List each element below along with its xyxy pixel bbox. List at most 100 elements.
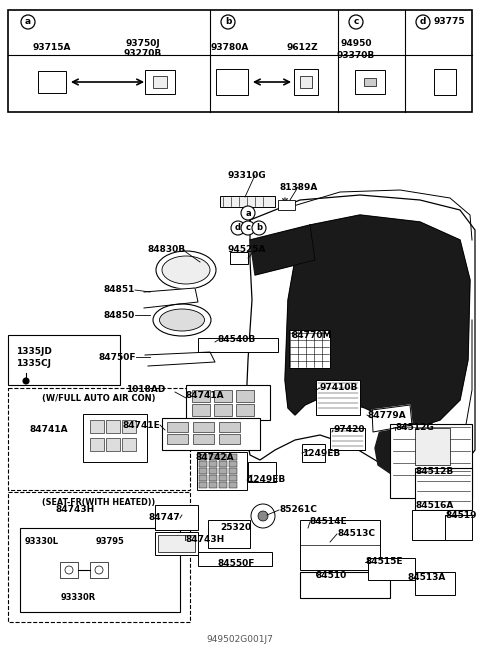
Bar [199, 482, 207, 488]
Bar [199, 454, 207, 460]
Circle shape [231, 221, 245, 235]
Bar [186, 385, 270, 420]
Ellipse shape [162, 256, 210, 284]
Bar [8, 335, 120, 385]
Bar [236, 404, 254, 416]
Bar [230, 252, 248, 264]
Bar [229, 482, 237, 488]
Bar [192, 390, 210, 402]
Text: d: d [235, 224, 241, 232]
Bar [155, 532, 198, 555]
Bar [122, 438, 136, 451]
Bar [300, 76, 312, 88]
Circle shape [95, 566, 103, 574]
Text: 84510: 84510 [316, 571, 347, 579]
Bar [192, 404, 210, 416]
Bar [199, 468, 207, 474]
Circle shape [241, 206, 255, 220]
Text: (SEAT-FR(WITH HEATED)): (SEAT-FR(WITH HEATED)) [42, 497, 156, 506]
Bar [106, 438, 120, 451]
Text: 93330R: 93330R [60, 594, 96, 602]
Bar [214, 390, 232, 402]
Text: b: b [256, 224, 262, 232]
Bar [219, 475, 227, 481]
Text: 93310G: 93310G [228, 171, 266, 180]
Polygon shape [250, 225, 315, 275]
Bar [278, 200, 295, 210]
Bar [355, 70, 385, 94]
Bar [193, 422, 214, 432]
Polygon shape [144, 288, 198, 308]
Bar [167, 422, 188, 432]
Text: 84770M: 84770M [292, 331, 333, 340]
Text: 84513C: 84513C [337, 529, 375, 539]
Bar [209, 482, 217, 488]
Circle shape [258, 511, 268, 521]
Bar [198, 338, 278, 352]
Bar [209, 468, 217, 474]
Bar [83, 414, 147, 462]
Bar [300, 572, 390, 598]
Bar [294, 69, 318, 95]
Text: 25320: 25320 [220, 522, 251, 531]
Bar [216, 69, 248, 95]
Polygon shape [372, 405, 412, 432]
Text: 84513A: 84513A [408, 573, 446, 583]
Text: c: c [353, 18, 359, 26]
Bar [330, 428, 365, 450]
Bar [219, 468, 227, 474]
Text: 84743H: 84743H [185, 535, 224, 544]
Bar [248, 462, 276, 482]
Bar [197, 452, 247, 490]
Text: 93780A: 93780A [211, 43, 249, 52]
Bar [364, 78, 376, 86]
Bar [90, 420, 104, 433]
Text: 1018AD: 1018AD [126, 386, 165, 394]
Bar [122, 420, 136, 433]
Bar [214, 404, 232, 416]
Text: 84519: 84519 [445, 510, 477, 520]
Circle shape [221, 15, 235, 29]
Text: 97410B: 97410B [320, 384, 359, 392]
Text: 93795: 93795 [96, 537, 124, 546]
Text: 84540B: 84540B [218, 335, 256, 344]
Bar [153, 76, 167, 88]
Text: 84512G: 84512G [395, 422, 434, 432]
Text: 93330L: 93330L [25, 537, 59, 546]
Bar [289, 330, 330, 368]
Bar [229, 475, 237, 481]
Text: 84779A: 84779A [367, 411, 406, 419]
Circle shape [251, 504, 275, 528]
Text: 94950: 94950 [340, 39, 372, 49]
Bar [316, 380, 360, 415]
Bar [209, 475, 217, 481]
Text: 1249EB: 1249EB [247, 476, 285, 485]
Bar [229, 468, 237, 474]
Bar [302, 444, 325, 462]
Bar [219, 422, 240, 432]
Text: 84741A: 84741A [30, 426, 69, 434]
Bar [219, 454, 227, 460]
Bar [229, 454, 237, 460]
Text: 84741E: 84741E [122, 420, 160, 430]
Bar [145, 70, 175, 94]
Polygon shape [375, 425, 472, 498]
Circle shape [349, 15, 363, 29]
Bar [155, 505, 198, 530]
Text: 81389A: 81389A [280, 182, 318, 192]
Text: 97420: 97420 [333, 426, 364, 434]
Bar [415, 572, 455, 595]
Text: 84851: 84851 [104, 285, 135, 295]
Bar [219, 461, 227, 467]
Text: 84515E: 84515E [365, 558, 403, 567]
Text: 1335CJ: 1335CJ [16, 359, 51, 369]
Text: 93715A: 93715A [33, 43, 71, 52]
Text: 93750J: 93750J [126, 39, 160, 47]
Bar [20, 528, 180, 612]
Bar [209, 454, 217, 460]
Text: a: a [245, 209, 251, 218]
Text: 9612Z: 9612Z [286, 43, 318, 52]
Text: 84750F: 84750F [98, 352, 136, 361]
Text: 84830B: 84830B [148, 245, 186, 255]
Bar [415, 468, 472, 510]
